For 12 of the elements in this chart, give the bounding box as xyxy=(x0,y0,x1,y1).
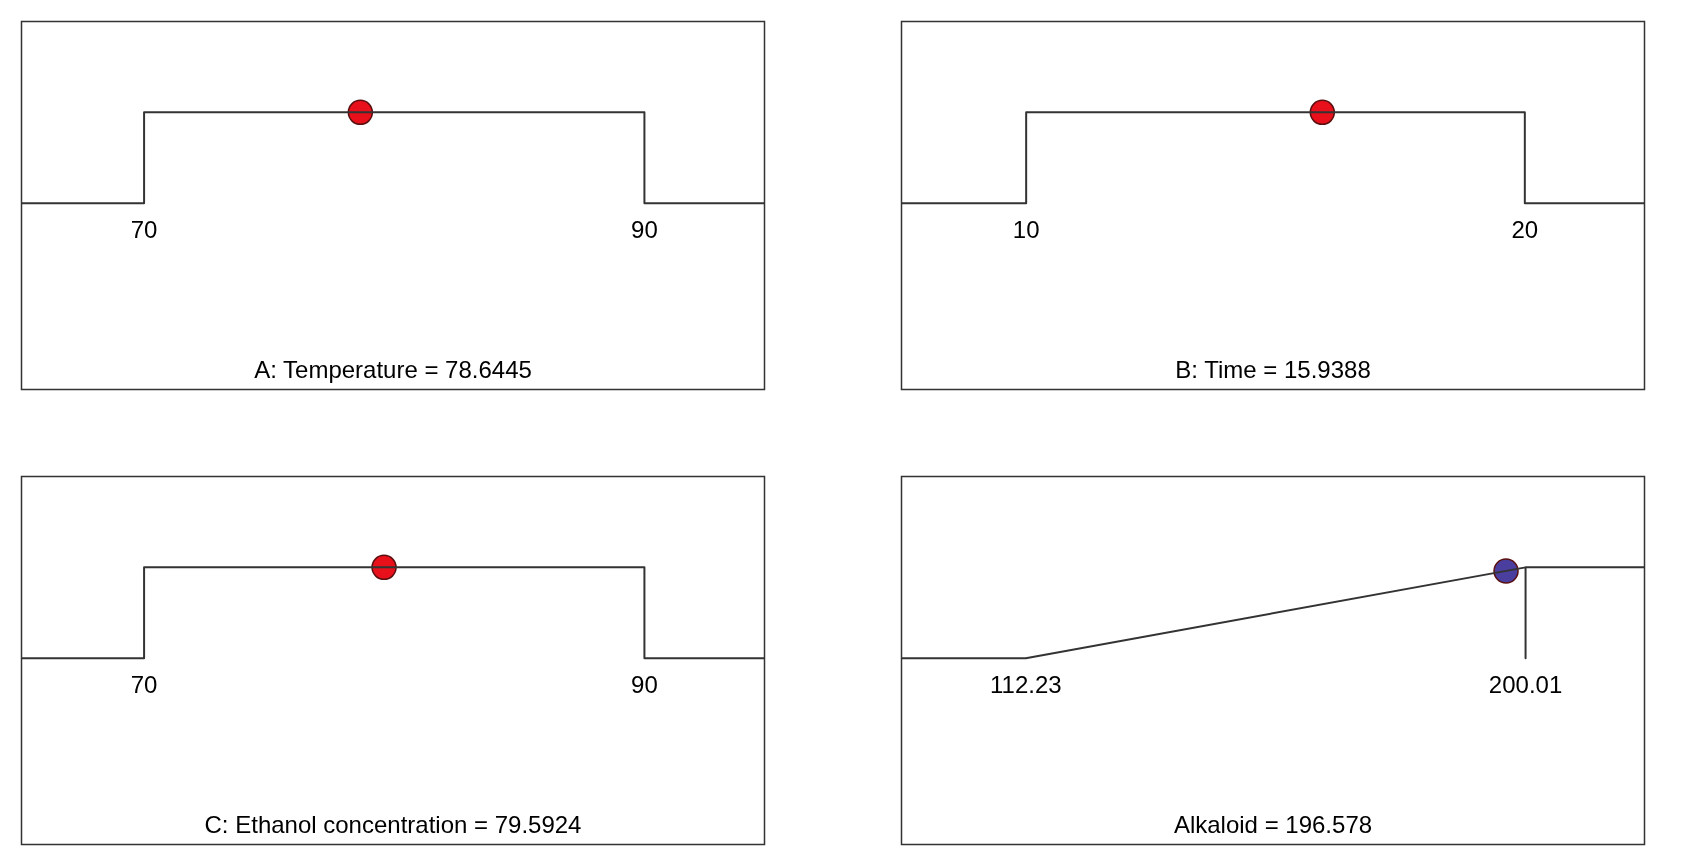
x-tick-label: 70 xyxy=(130,670,158,698)
x-axis-title: C: Ethanol concentration = 79.5924 xyxy=(204,811,582,839)
x-tick-label: 112.23 xyxy=(989,670,1062,698)
x-tick-label: 90 xyxy=(631,215,658,243)
x-tick-label: 20 xyxy=(1511,215,1539,243)
x-tick-label: 200.01 xyxy=(1488,670,1563,698)
x-tick-label: 10 xyxy=(1012,215,1040,243)
x-tick-label: 70 xyxy=(130,215,158,243)
x-tick-label: 90 xyxy=(631,670,658,698)
x-axis-title: B: Time = 15.9388 xyxy=(1175,356,1371,384)
x-axis-title: A: Temperature = 78.6445 xyxy=(254,356,532,384)
x-axis-title: Alkaloid = 196.578 xyxy=(1173,811,1373,839)
